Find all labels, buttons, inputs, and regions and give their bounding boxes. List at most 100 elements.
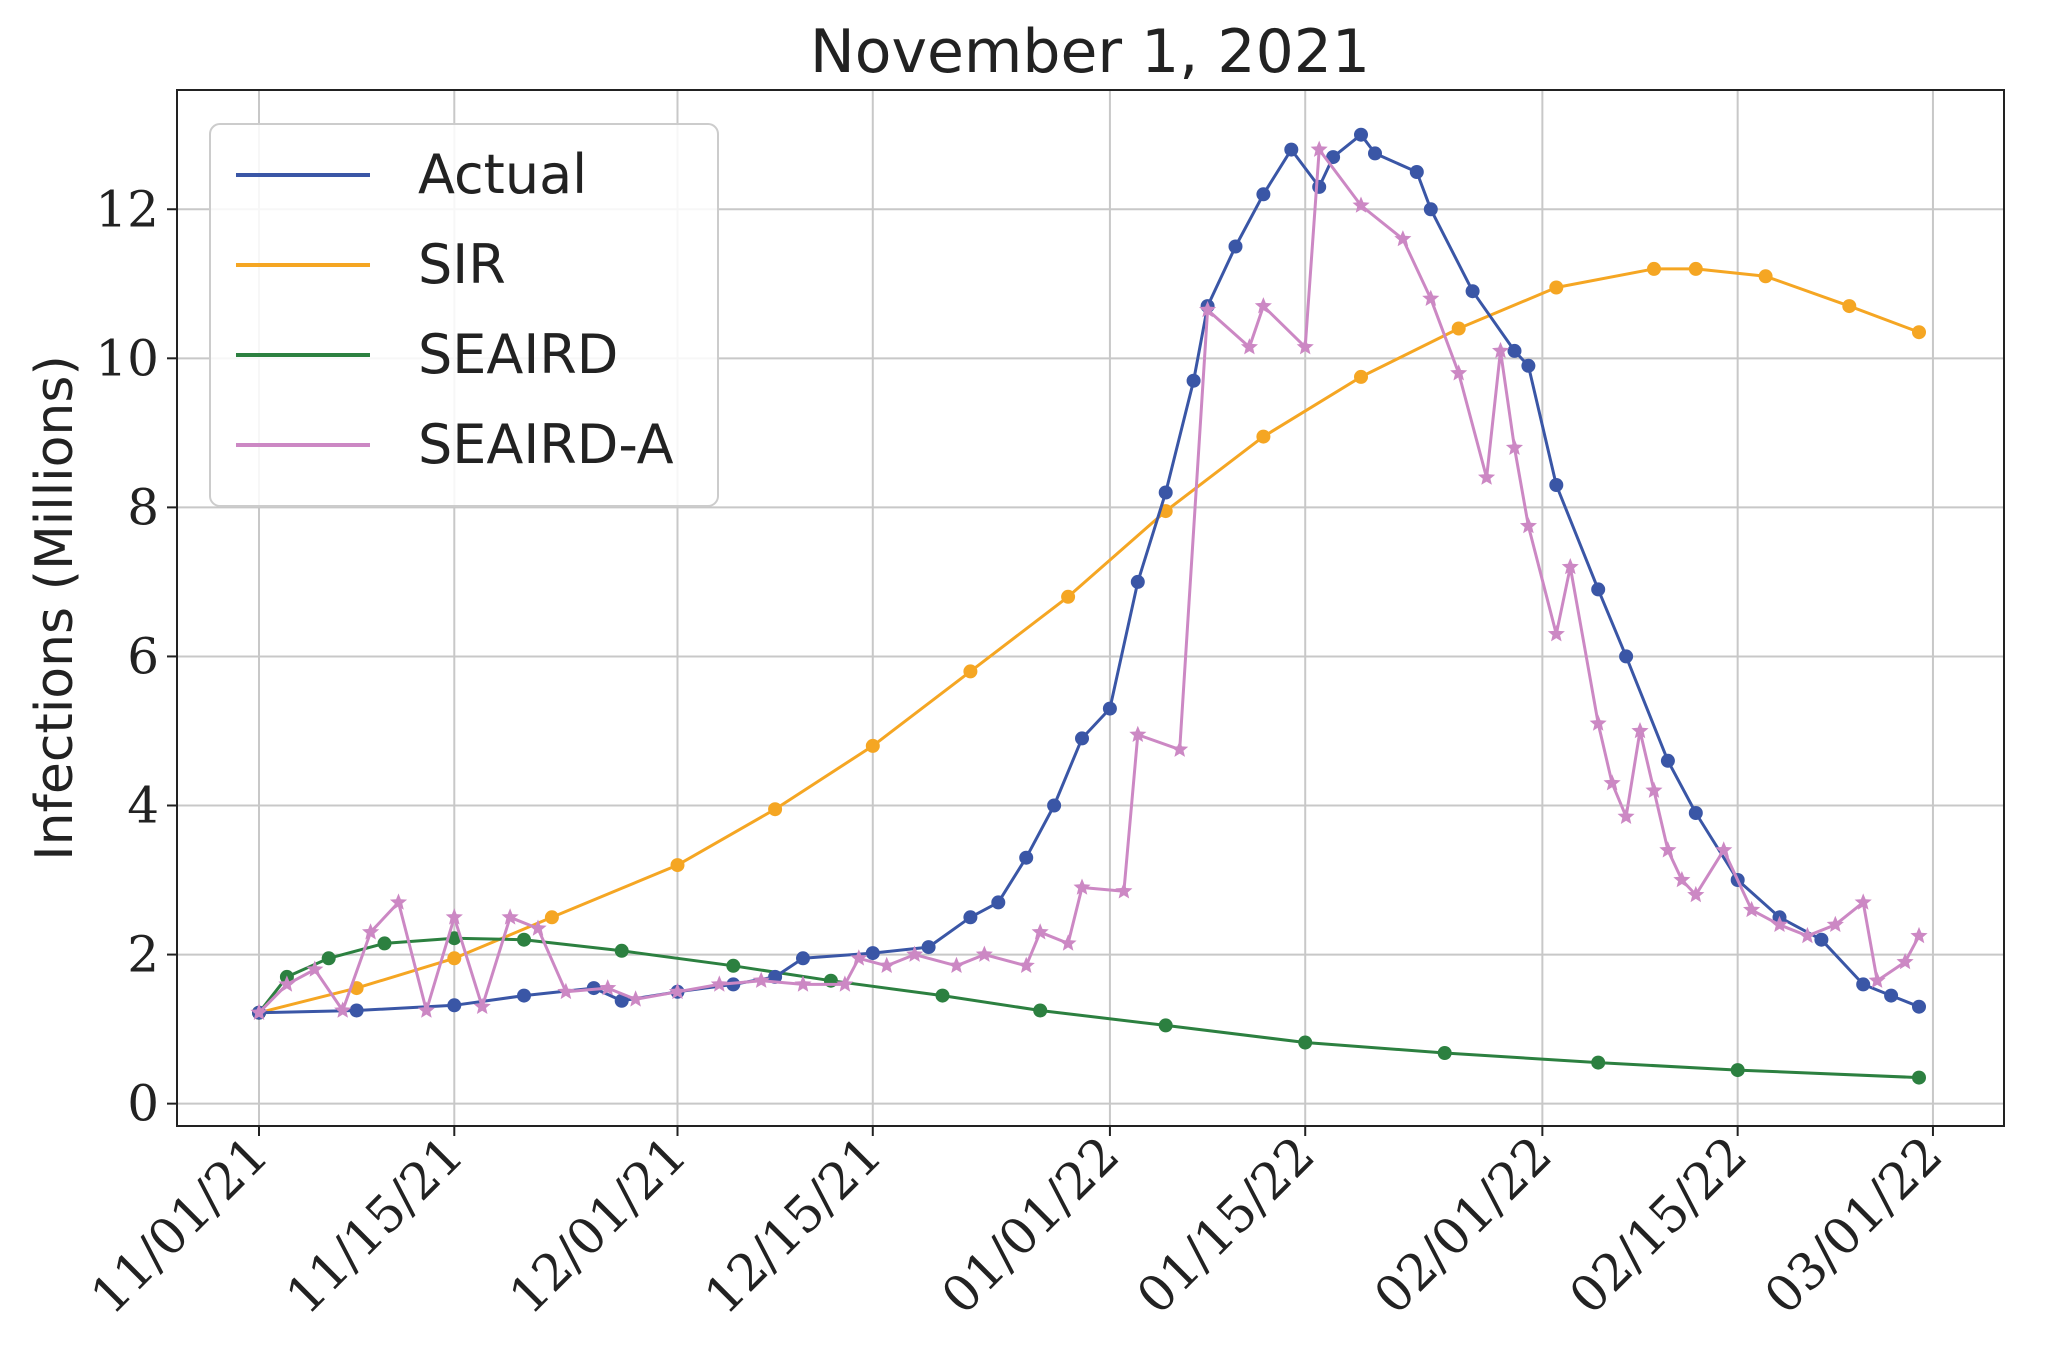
data-point-seaird-a — [1770, 915, 1789, 932]
data-point-seaird-a — [878, 956, 896, 973]
data-point-seaird-a — [1478, 468, 1496, 485]
data-point-actual — [1284, 142, 1299, 157]
data-point-seaird — [1912, 1070, 1926, 1085]
data-point-sir — [1549, 280, 1564, 295]
data-point-seaird — [935, 988, 950, 1003]
y-tick-label: 4 — [127, 777, 159, 835]
data-point-seaird — [321, 951, 336, 966]
data-point-seaird-a — [752, 971, 770, 988]
data-point-seaird — [1033, 1003, 1048, 1018]
data-point-seaird-a — [906, 945, 924, 962]
data-point-actual — [1047, 798, 1062, 813]
data-point-actual — [1884, 988, 1899, 1003]
data-point-sir — [544, 910, 559, 925]
data-point-actual — [1228, 239, 1243, 254]
data-point-seaird-a — [710, 975, 728, 992]
data-point-seaird-a — [947, 956, 965, 973]
data-point-seaird-a — [1910, 926, 1928, 944]
data-point-seaird — [1158, 1018, 1173, 1033]
data-point-seaird-a — [836, 975, 854, 992]
data-point-seaird-a — [473, 997, 491, 1014]
data-point-sir — [1061, 589, 1076, 604]
legend-box — [209, 123, 719, 507]
data-point-seaird-a — [1659, 841, 1677, 858]
data-point-actual — [1549, 478, 1564, 492]
data-point-seaird-a — [1450, 364, 1468, 381]
data-point-seaird-a — [599, 979, 617, 996]
data-point-seaird-a — [1505, 438, 1523, 455]
data-point-seaird-a — [306, 960, 324, 977]
data-point-actual — [1423, 202, 1438, 217]
data-point-actual — [1856, 977, 1871, 992]
data-point-sir — [1912, 325, 1926, 340]
data-point-seaird-a — [529, 919, 547, 936]
data-point-sir — [447, 951, 462, 966]
data-point-seaird-a — [1547, 625, 1565, 642]
data-point-seaird-a — [1715, 841, 1733, 858]
data-point-sir — [670, 858, 685, 873]
data-point-sir — [1256, 429, 1271, 444]
data-point-actual — [1186, 373, 1201, 388]
data-point-seaird-a — [1199, 300, 1217, 318]
data-point-actual — [921, 940, 936, 955]
data-point-seaird-a — [975, 945, 993, 962]
plot-frame — [176, 89, 2005, 1127]
data-point-seaird-a — [1868, 971, 1886, 988]
data-point-seaird-a — [1687, 885, 1705, 903]
data-point-seaird-a — [1798, 926, 1816, 944]
y-tick-label: 0 — [127, 1075, 159, 1133]
data-point-seaird-a — [1254, 297, 1272, 314]
y-tick-label: 8 — [127, 478, 159, 536]
data-point-actual — [1619, 649, 1634, 664]
data-point-sir — [963, 664, 978, 679]
data-point-actual — [1256, 187, 1271, 202]
data-point-actual — [517, 988, 531, 1003]
data-point-actual — [1019, 850, 1034, 865]
data-point-seaird-a — [1826, 915, 1844, 932]
data-point-sir — [1354, 369, 1368, 384]
y-tick-label: 10 — [95, 329, 159, 387]
data-point-seaird-a — [501, 908, 519, 925]
legend-label-seaird: SEAIRD — [418, 323, 618, 386]
data-point-actual — [1688, 806, 1703, 820]
y-tick-label: 2 — [127, 926, 159, 984]
data-point-seaird-a — [1743, 900, 1761, 918]
data-point-actual — [1326, 150, 1341, 165]
data-point-actual — [1102, 701, 1117, 716]
data-point-seaird-a — [794, 975, 812, 992]
data-point-seaird — [614, 943, 629, 958]
data-point-actual — [1521, 358, 1536, 373]
data-point-sir — [1758, 269, 1773, 284]
data-point-actual — [991, 895, 1006, 910]
legend-label-actual: Actual — [418, 143, 587, 206]
data-point-seaird-a — [445, 908, 463, 925]
data-point-seaird-a — [1492, 341, 1510, 359]
data-point-seaird — [1591, 1055, 1606, 1070]
data-point-seaird-a — [627, 990, 645, 1007]
data-point-seaird — [1298, 1035, 1313, 1050]
data-point-seaird-a — [389, 893, 408, 910]
data-point-actual — [1912, 999, 1926, 1014]
data-point-sir — [768, 802, 783, 817]
data-point-seaird-a — [1519, 517, 1537, 534]
series-sir — [252, 261, 1926, 1020]
data-point-seaird-a — [1310, 140, 1328, 157]
data-point-sir — [865, 738, 880, 753]
data-point-seaird-a — [1296, 338, 1314, 355]
data-point-actual — [447, 998, 462, 1013]
data-point-seaird-a — [1603, 774, 1621, 791]
data-point-seaird — [377, 936, 392, 951]
data-point-seaird-a — [1422, 289, 1440, 306]
y-axis-label: Infections (Millions) — [25, 355, 85, 861]
data-point-seaird-a — [417, 1001, 435, 1018]
chart-title: November 1, 2021 — [810, 17, 1370, 87]
data-point-seaird-a — [668, 982, 686, 1000]
data-point-seaird-a — [1561, 558, 1579, 575]
data-point-seaird-a — [1617, 807, 1635, 824]
data-point-actual — [1312, 179, 1327, 194]
legend: Actual SIR SEAIRD SEAIRD-A — [209, 123, 719, 507]
series-seaird-a — [250, 140, 1928, 1020]
data-point-seaird — [517, 932, 531, 947]
data-point-sir — [1647, 261, 1661, 276]
